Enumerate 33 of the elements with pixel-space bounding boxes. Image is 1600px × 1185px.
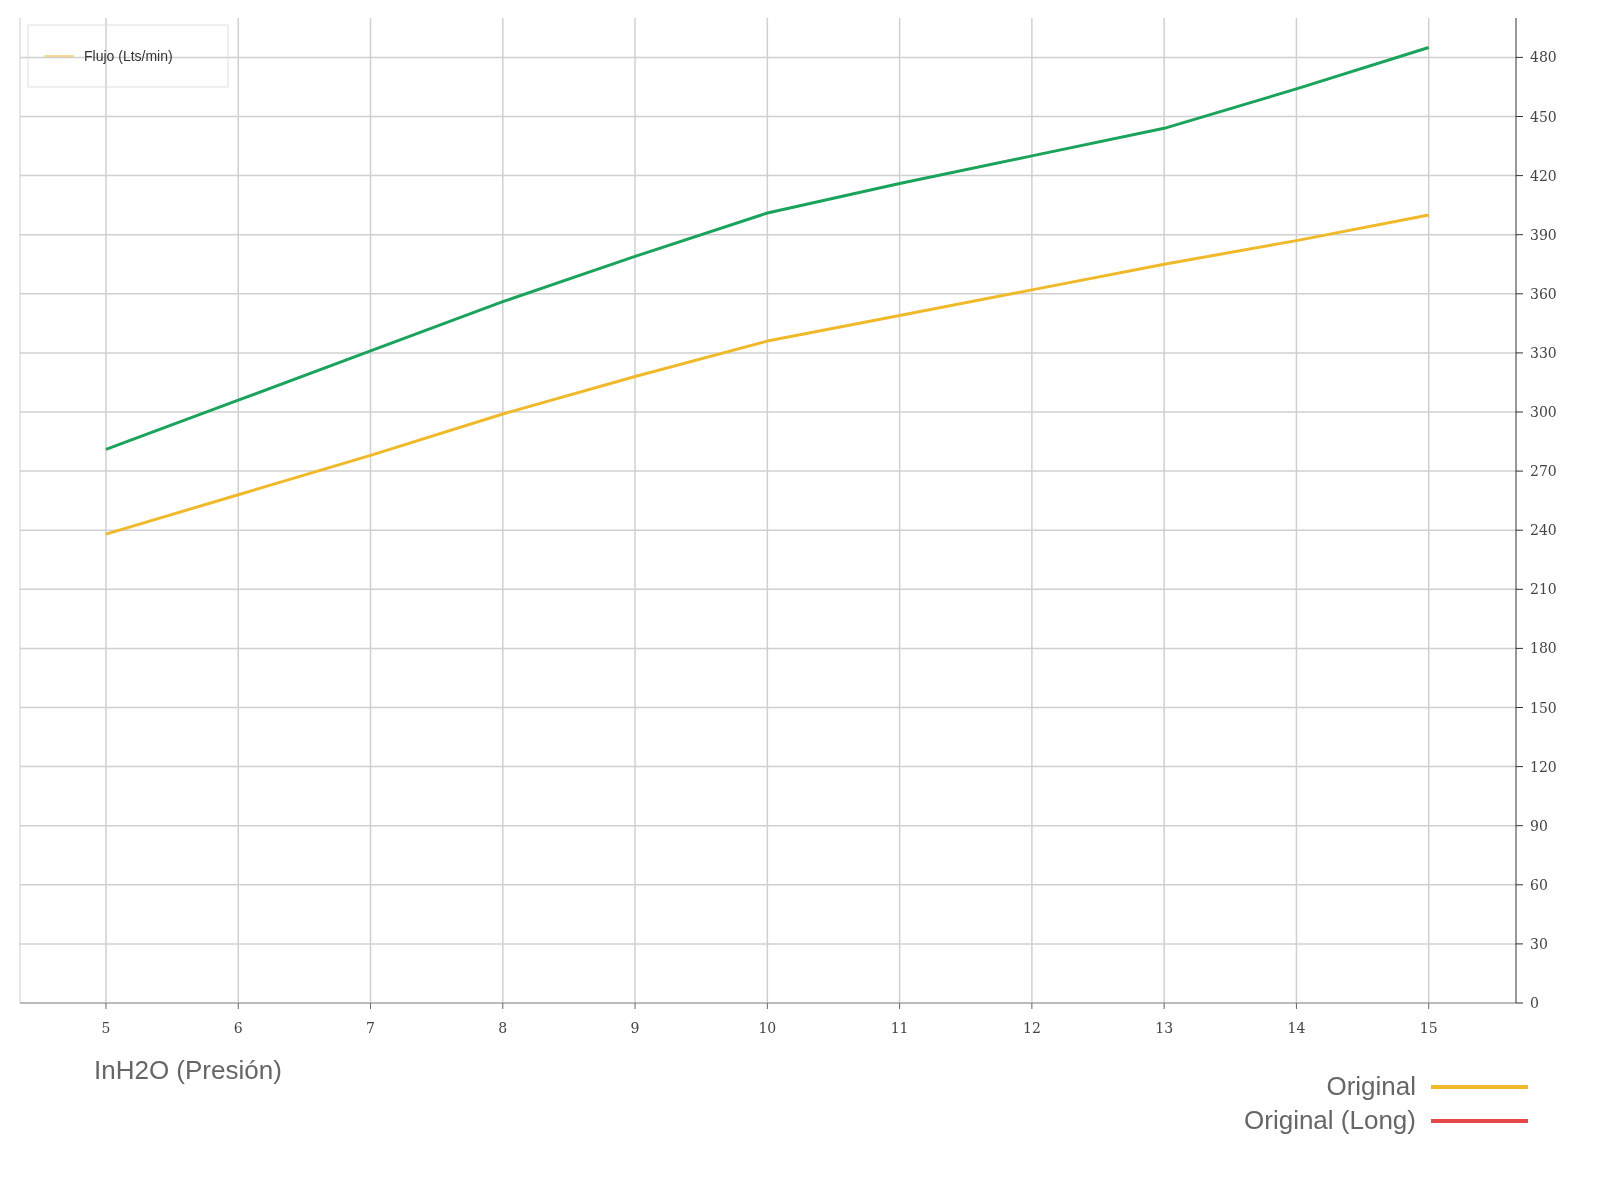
y-axis-title: Flujo (Lts/min) <box>84 48 173 64</box>
legend-label: Original (Long) <box>1244 1105 1416 1135</box>
x-tick-label: 13 <box>1155 1020 1174 1036</box>
y-tick-label: 390 <box>1530 226 1557 243</box>
x-axis-title: InH2O (Presión) <box>94 1055 282 1085</box>
y-tick-label: 420 <box>1530 167 1557 184</box>
line-series <box>104 213 1431 536</box>
y-tick-label: 180 <box>1530 640 1557 657</box>
x-tick-label: 10 <box>758 1020 777 1036</box>
y-tick-label: 210 <box>1530 581 1557 598</box>
y-tick-label: 240 <box>1530 522 1557 539</box>
legend-label: Original <box>1326 1071 1416 1101</box>
y-tick-label: 120 <box>1530 758 1557 775</box>
y-tick-label: 450 <box>1530 108 1557 125</box>
y-tick-label: 90 <box>1530 817 1548 834</box>
x-tick-label: 8 <box>498 1020 508 1036</box>
y-tick-label: 360 <box>1530 285 1557 302</box>
y-tick-label: 330 <box>1530 344 1557 361</box>
y-tick-label: 30 <box>1530 935 1548 952</box>
y-tick-label: 0 <box>1530 995 1539 1011</box>
x-tick-label: 15 <box>1419 1020 1438 1036</box>
y-tick-label: 60 <box>1530 876 1548 893</box>
y-tick-label: 480 <box>1530 49 1557 66</box>
y-tick-label: 270 <box>1530 463 1557 480</box>
x-tick-label: 12 <box>1022 1020 1041 1036</box>
x-tick-label: 11 <box>890 1020 909 1036</box>
x-tick-label: 9 <box>630 1020 640 1036</box>
x-tick-label: 6 <box>233 1020 243 1036</box>
y-tick-label: 300 <box>1530 404 1557 420</box>
x-tick-label: 5 <box>101 1020 111 1036</box>
x-tick-label: 14 <box>1287 1020 1306 1036</box>
y-tick-label: 150 <box>1530 699 1557 716</box>
x-tick-label: 7 <box>366 1020 375 1036</box>
